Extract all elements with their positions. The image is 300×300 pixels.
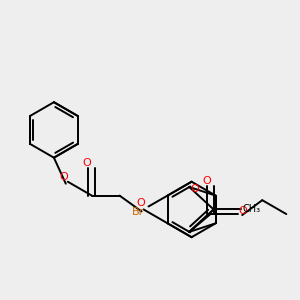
Text: O: O (59, 172, 68, 182)
Text: Br: Br (131, 207, 144, 218)
Text: O: O (136, 199, 145, 208)
Text: O: O (82, 158, 91, 168)
Text: O: O (191, 184, 200, 194)
Text: O: O (202, 176, 211, 186)
Text: CH₃: CH₃ (242, 204, 260, 214)
Text: O: O (239, 206, 248, 216)
